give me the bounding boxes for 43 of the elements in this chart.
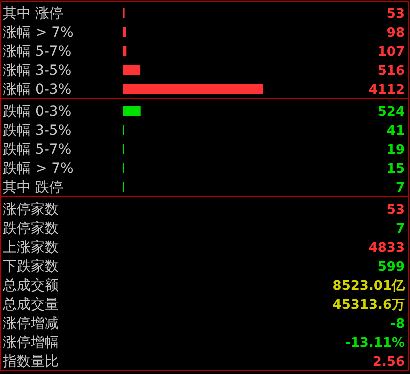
category-label: 指数量比 [2, 354, 59, 370]
data-label: 516 [378, 64, 405, 79]
text: -8 [390, 317, 405, 332]
data-label: 7 [396, 181, 405, 196]
category-label: 上涨家数 [3, 240, 59, 256]
category-label: 涨停家数 [3, 202, 59, 218]
y-tick-label: 其中 跌停 [3, 180, 64, 196]
data-label: 19 [386, 143, 405, 158]
bar [123, 65, 141, 75]
category-label: 涨停增减 [3, 316, 59, 332]
y-tick-label: 涨幅 3-5% [3, 63, 72, 79]
y-tick-label: 跌幅 3-5% [3, 123, 72, 139]
data-label: 98 [386, 26, 405, 41]
y-tick-label: 跌幅 > 7% [3, 161, 74, 177]
y-tick-label: 涨幅 0-3% [3, 82, 72, 98]
y-tick-label: 其中 涨停 [3, 6, 64, 22]
y-tick-label: 涨幅 5-7% [3, 44, 72, 60]
data-label: 41 [386, 124, 405, 139]
data-label: 4112 [368, 83, 405, 98]
y-tick-label: 跌幅 5-7% [3, 142, 72, 158]
text: 2.56 [372, 355, 405, 370]
text: 7 [396, 222, 405, 237]
text: 53 [386, 203, 405, 218]
data-label: 15 [386, 162, 405, 177]
y-tick-label: 跌幅 0-3% [3, 104, 72, 120]
text: 4833 [368, 241, 405, 256]
category-label: 总成交额 [2, 278, 59, 294]
data-label: 107 [378, 45, 405, 60]
category-label: 总成交量 [2, 297, 59, 313]
category-label: 跌停家数 [3, 221, 59, 237]
bar [123, 27, 126, 37]
bar [123, 46, 127, 56]
y-tick-label: 涨幅 > 7% [3, 25, 74, 41]
text: 599 [378, 260, 405, 275]
bar [123, 106, 141, 116]
bar [123, 84, 263, 94]
text: 8523.01亿 [332, 279, 405, 294]
text: -13.11% [345, 336, 405, 351]
category-label: 下跌家数 [3, 259, 59, 275]
category-label: 涨停增幅 [3, 335, 59, 351]
text: 45313.6万 [332, 298, 405, 313]
data-label: 524 [378, 105, 405, 120]
data-label: 53 [386, 7, 405, 22]
